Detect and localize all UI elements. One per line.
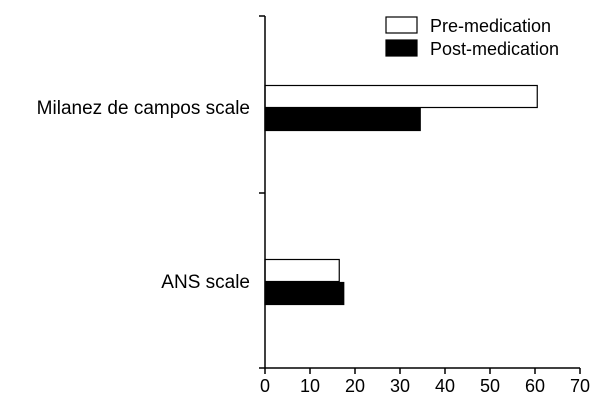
x-tick-label-2: 20	[345, 376, 365, 396]
legend-label-post-medication: Post-medication	[430, 39, 559, 59]
x-tick-label-5: 50	[480, 376, 500, 396]
x-tick-label-6: 60	[525, 376, 545, 396]
category-labels: Milanez de campos scale ANS scale	[37, 98, 250, 293]
axes	[259, 15, 580, 369]
legend-swatch-pre-medication	[385, 16, 418, 34]
category-label-1: ANS scale	[161, 272, 250, 293]
bar-post-medication-0	[264, 107, 421, 132]
x-tick-label-1: 10	[300, 376, 320, 396]
category-label-0: Milanez de campos scale	[37, 98, 250, 119]
x-tick-label-3: 30	[390, 376, 410, 396]
bar-pre-medication-0	[264, 84, 538, 109]
bars	[264, 84, 538, 306]
legend-swatch-post-medication	[385, 39, 418, 57]
legend: Pre-medication Post-medication	[385, 16, 559, 59]
x-tick-label-7: 70	[570, 376, 590, 396]
x-tick-label-4: 40	[435, 376, 455, 396]
x-tick-label-0: 0	[260, 376, 270, 396]
legend-label-pre-medication: Pre-medication	[430, 16, 551, 36]
bar-post-medication-1	[264, 281, 345, 306]
bar-pre-medication-1	[264, 258, 340, 283]
x-axis-ticks: 0 10 20 30 40 50 60 70	[260, 368, 590, 396]
